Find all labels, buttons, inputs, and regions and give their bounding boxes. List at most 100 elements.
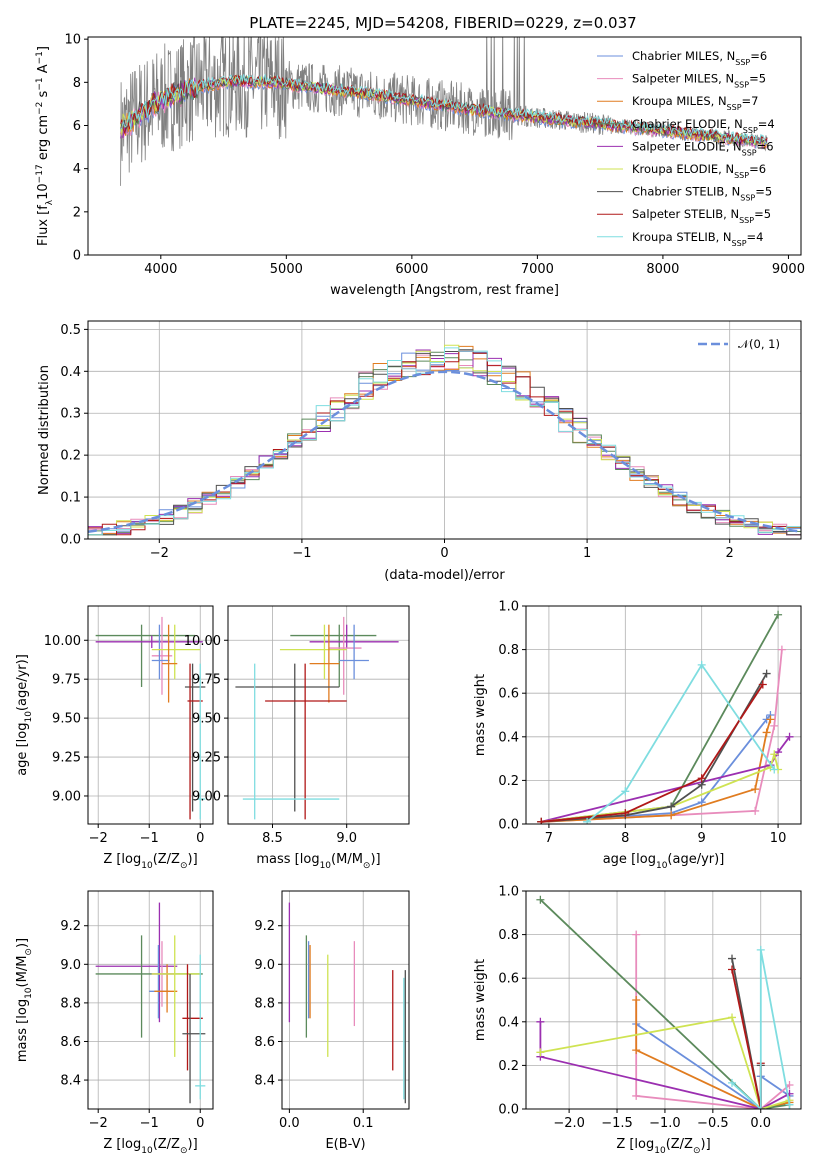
histogram-step [88, 350, 801, 536]
legend-entry: 𝒩(0, 1) [738, 337, 780, 351]
label-part: Z [log [103, 852, 141, 867]
x-tick-label: 10 [770, 831, 787, 846]
weight-point-marker [758, 680, 767, 689]
weight-point-marker [756, 1105, 765, 1109]
legend-sub: SSP [740, 193, 755, 202]
weight-series-line [541, 684, 764, 823]
x-tick-label: −2 [150, 546, 169, 561]
weight-point-marker [667, 811, 676, 820]
legend-sub: SSP [727, 103, 742, 112]
y-tick-label: 9.00 [192, 789, 221, 804]
x-axis-label: E(B-V) [325, 1137, 365, 1152]
legend-value: =6 [757, 139, 774, 153]
label-part: age [log [15, 723, 30, 776]
weight-point-marker [774, 610, 783, 619]
label-part: −1 [35, 77, 45, 90]
weight-point-marker [785, 1100, 794, 1109]
weight-series-line [731, 949, 791, 1109]
weight-point-marker [770, 750, 779, 759]
x-tick-label: −2.0 [553, 1116, 585, 1131]
weight-point-marker [785, 732, 794, 741]
label-part: 10 [320, 861, 332, 871]
legend-name: Kroupa STELIB, N [632, 230, 732, 244]
legend-sub: SSP [743, 125, 758, 134]
legend-sub: SSP [742, 148, 757, 157]
axes-frame [227, 605, 410, 825]
label-part: (age/yr)] [667, 852, 724, 867]
x-tick-label: 9000 [772, 262, 805, 277]
x-tick-label: −2 [89, 1116, 108, 1131]
y-tick-label: 8.6 [60, 1035, 81, 1050]
weight-point-marker [632, 996, 641, 1004]
y-axis-label: mass [log10(M/M⊙)] [15, 938, 34, 1062]
histogram-step [88, 354, 801, 536]
x-tick-label: 4000 [144, 262, 177, 277]
weight-point-marker [762, 669, 771, 678]
x-tick-label: 8 [621, 831, 629, 846]
label-part: Z [log [616, 1137, 654, 1152]
y-tick-label: 9.25 [192, 751, 221, 766]
x-tick-label: 0 [196, 1116, 204, 1131]
legend-sub: SSP [732, 238, 747, 247]
legend-sub: SSP [735, 58, 750, 67]
x-tick-label: 5000 [270, 262, 303, 277]
weight-point-marker [751, 806, 760, 815]
legend-value: =5 [754, 207, 771, 221]
weight-point-marker [770, 721, 779, 730]
x-tick-label: 0.0 [279, 1116, 300, 1131]
x-tick-label: 0 [196, 831, 204, 846]
y-tick-label: 0.4 [498, 730, 519, 745]
figure-title: PLATE=2245, MJD=54208, FIBERID=0229, z=0… [249, 14, 636, 32]
label-part: −2 [35, 102, 45, 115]
legend-entry: Salpeter MILES, NSSP=5 [632, 72, 766, 90]
x-axis-label: Z [log10(Z/Z⊙)] [103, 1137, 197, 1156]
weight-series-line [541, 736, 791, 823]
y-tick-label: 0.1 [60, 491, 81, 506]
legend-name: Salpeter MILES, N [632, 72, 734, 86]
x-axis-label: wavelength [Angstrom, rest frame] [330, 283, 559, 298]
x-tick-label: 8000 [646, 262, 679, 277]
y-tick-label: 0.6 [498, 687, 519, 702]
weight-series-line [541, 719, 772, 823]
weight-point-marker [756, 945, 765, 954]
label-part: )] [15, 938, 30, 948]
y-tick-label: 10.00 [44, 634, 81, 649]
weight-point-marker [777, 645, 786, 654]
weight-point-marker [728, 1078, 737, 1087]
y-tick-label: 8.8 [60, 996, 81, 1011]
label-part: 10 [654, 1146, 666, 1156]
axes-frame [281, 890, 410, 1110]
legend-name: Salpeter ELODIE, N [632, 139, 742, 153]
x-tick-label: −1 [292, 546, 311, 561]
y-tick-label: 1.0 [498, 600, 519, 615]
label-part: 10 [141, 1146, 153, 1156]
y-tick-label: 0.2 [498, 774, 519, 789]
y-tick-label: 4 [73, 162, 81, 177]
label-part: (Z/Z [153, 852, 180, 867]
label-part: 10 [656, 861, 668, 871]
x-axis-label: Z [log10(Z/Z⊙)] [103, 852, 197, 871]
axes-frame [87, 320, 802, 540]
x-axis-label: mass [log10(M/M⊙)] [256, 852, 380, 871]
weight-point-marker [766, 715, 775, 724]
label-part: )] [188, 852, 198, 867]
label-part: (Z/Z [666, 1137, 693, 1152]
x-tick-label: −1 [140, 1116, 159, 1131]
y-tick-label: 8.8 [254, 996, 275, 1011]
label-part: ⊙ [24, 948, 34, 956]
plot-area [88, 344, 801, 536]
weight-point-marker [536, 1017, 545, 1026]
panel-mass-vs-EBV: 0.0 0.1 8.4 8.6 8.8 9.0 9.2 E(B-V) [254, 890, 410, 1152]
y-tick-label: 8 [73, 76, 81, 91]
y-tick-label: 0.8 [498, 643, 519, 658]
y-tick-label: 9.00 [52, 789, 81, 804]
legend-entry: Salpeter STELIB, NSSP=5 [632, 207, 771, 225]
legend-name: Kroupa ELODIE, N [632, 162, 734, 176]
y-tick-label: 0.2 [498, 1059, 519, 1074]
legend-value: =7 [742, 94, 759, 108]
x-tick-label: 0 [440, 546, 448, 561]
legend-entry: Chabrier ELODIE, NSSP=4 [632, 117, 775, 135]
weight-series-line [586, 663, 776, 823]
legend-sub: SSP [734, 80, 749, 89]
y-tick-label: 0.3 [60, 407, 81, 422]
